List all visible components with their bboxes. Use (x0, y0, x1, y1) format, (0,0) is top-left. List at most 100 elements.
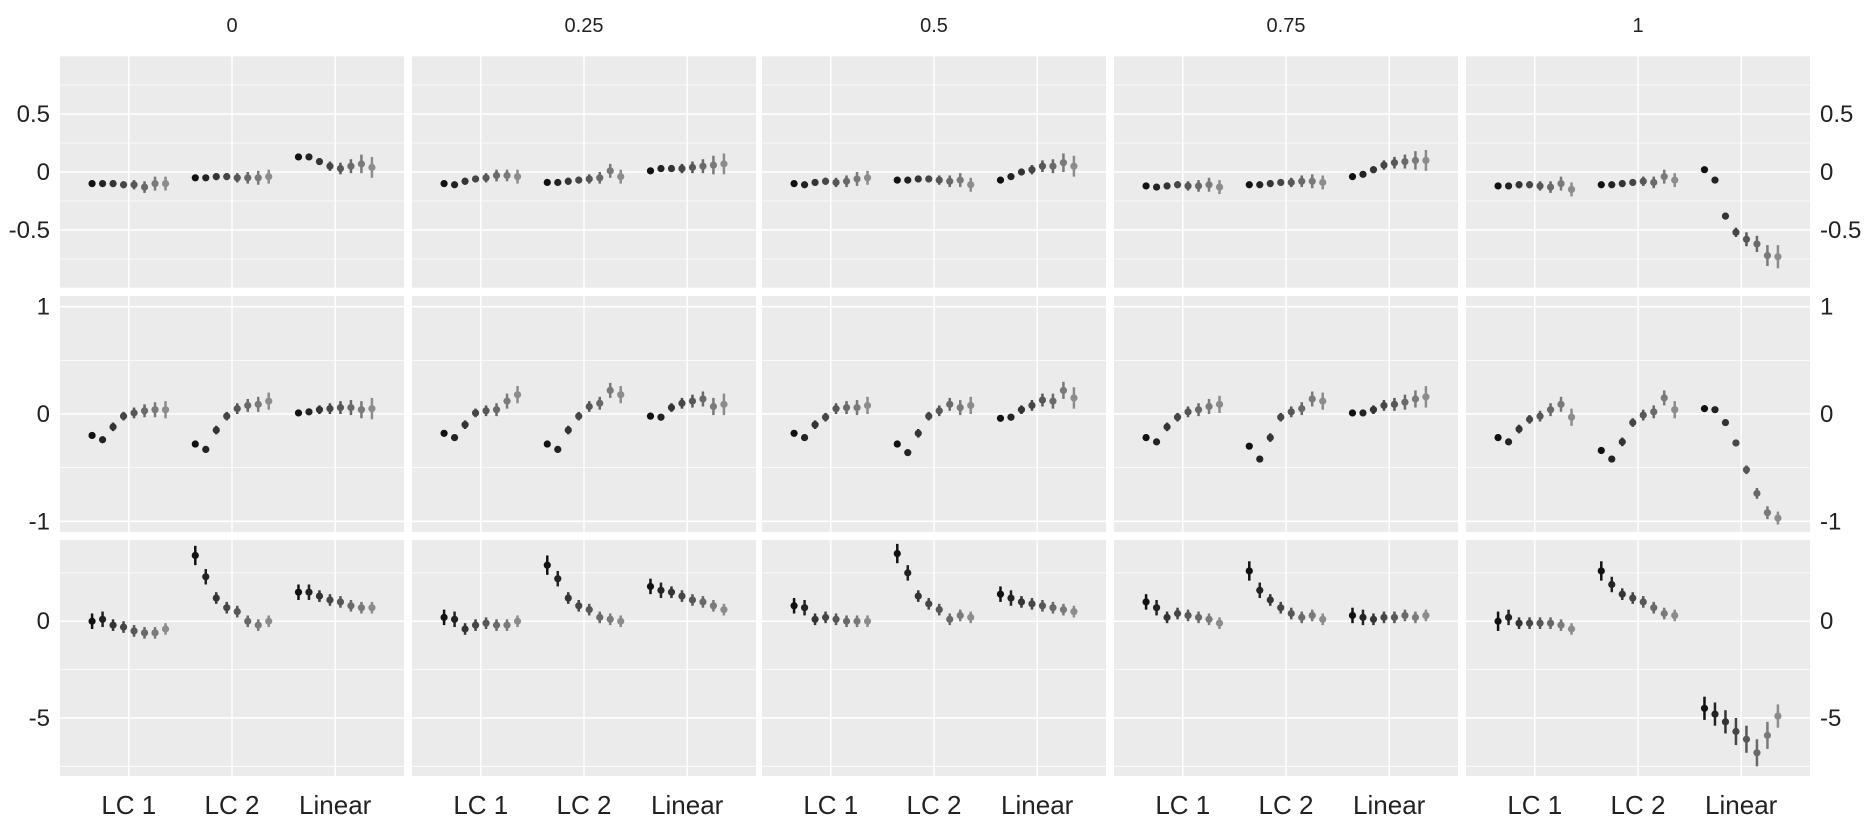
data-point (1639, 411, 1647, 419)
data-point (914, 592, 922, 600)
data-point (315, 592, 324, 600)
data-point (657, 586, 665, 594)
data-point (657, 413, 665, 421)
data-point (575, 176, 583, 184)
data-point (967, 401, 975, 410)
data-point (678, 399, 686, 407)
data-point (109, 621, 117, 629)
data-point (709, 161, 718, 169)
data-point (904, 569, 912, 577)
data-point (1059, 606, 1068, 614)
data-point (1308, 395, 1316, 403)
data-point (450, 615, 459, 623)
data-point (790, 180, 798, 188)
data-point (471, 175, 480, 183)
data-point (244, 617, 252, 625)
data-point (1194, 182, 1203, 190)
data-point (1152, 438, 1161, 446)
data-point (667, 164, 676, 173)
data-point (1597, 567, 1605, 575)
data-point (368, 163, 376, 171)
data-point (709, 402, 718, 411)
data-point (925, 175, 933, 183)
data-point (1536, 412, 1544, 420)
data-point (821, 613, 830, 621)
data-point (1070, 607, 1078, 616)
data-point (967, 613, 975, 621)
data-point (254, 621, 262, 629)
data-point (1700, 166, 1709, 174)
data-point (492, 171, 501, 180)
data-point (1266, 434, 1274, 442)
data-point (935, 176, 943, 184)
data-point (119, 623, 128, 631)
data-point (853, 175, 861, 183)
data-point (305, 408, 313, 416)
data-point (1557, 180, 1565, 188)
data-point (646, 582, 655, 591)
data-point (244, 401, 252, 410)
y-tick-label-right: 0 (1820, 608, 1833, 635)
data-point (1007, 413, 1015, 421)
data-point (821, 177, 830, 185)
data-point (294, 153, 303, 161)
data-point (1742, 235, 1751, 243)
data-point (709, 602, 718, 610)
data-point (832, 405, 840, 413)
data-point (1390, 159, 1399, 167)
data-point (1038, 396, 1047, 404)
data-point (461, 177, 469, 185)
data-point (1650, 178, 1658, 187)
data-point (1038, 162, 1047, 170)
data-point (161, 406, 170, 414)
data-point (1028, 401, 1036, 410)
data-point (1557, 621, 1565, 629)
data-point (326, 162, 334, 170)
data-point (1277, 413, 1285, 421)
data-point (202, 445, 210, 453)
data-point (935, 606, 943, 614)
data-point (720, 160, 728, 168)
data-point (1567, 625, 1576, 633)
y-tick-label-left: 0.5 (17, 101, 50, 128)
data-point (1639, 598, 1647, 606)
column-title: 0.75 (1267, 15, 1306, 37)
data-point (1194, 613, 1203, 621)
data-point (1266, 596, 1274, 604)
data-point (1173, 413, 1182, 421)
data-point (543, 561, 551, 569)
data-point (1660, 394, 1668, 402)
data-point (1608, 455, 1616, 463)
data-point (1359, 170, 1367, 178)
x-tick-label: Linear (1001, 790, 1074, 820)
data-point (471, 621, 480, 629)
data-point (161, 180, 170, 188)
data-point (720, 400, 728, 408)
data-point (233, 174, 241, 182)
data-point (1774, 514, 1782, 522)
data-point (161, 625, 170, 633)
data-point (513, 391, 522, 399)
data-point (202, 573, 210, 581)
data-point (606, 167, 614, 175)
data-point (575, 412, 583, 420)
data-point (503, 171, 511, 180)
data-point (1277, 604, 1285, 612)
data-point (1422, 156, 1430, 164)
data-point (996, 176, 1005, 184)
data-point (1422, 611, 1430, 620)
data-point (1070, 162, 1078, 170)
data-point (1671, 611, 1679, 620)
y-tick-label-right: 1 (1820, 294, 1833, 321)
data-point (151, 180, 159, 188)
data-point (688, 596, 697, 604)
x-tick-label: LC 1 (1155, 790, 1210, 820)
data-point (863, 174, 872, 182)
data-point (1546, 619, 1555, 627)
data-point (1629, 418, 1637, 427)
data-point (1629, 178, 1637, 187)
data-point (1277, 178, 1285, 187)
data-point (564, 177, 572, 185)
facet-panel (60, 296, 404, 532)
